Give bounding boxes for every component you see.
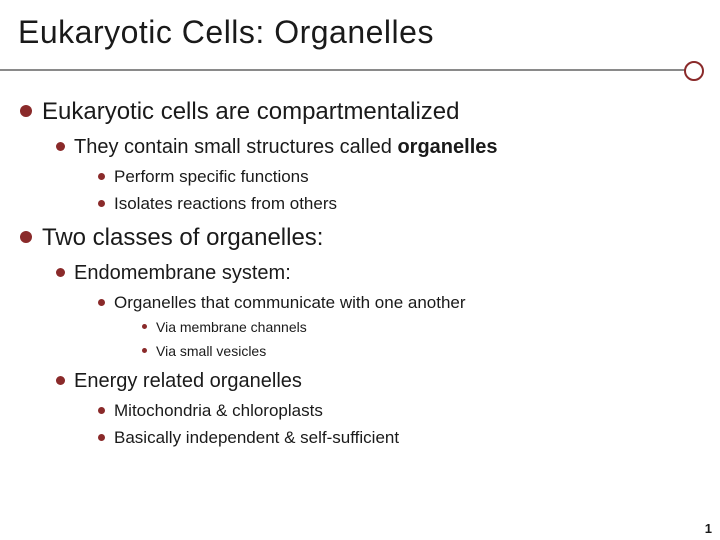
- title-block: Eukaryotic Cells: Organelles: [0, 0, 720, 51]
- bullet-l2: Organelles that communicate with one ano…: [74, 292, 710, 361]
- bullet-icon: [98, 173, 105, 180]
- bullet-text: Perform specific functions: [114, 167, 309, 186]
- bullet-l3: Via membrane channels: [114, 318, 710, 337]
- bullet-l2: Perform specific functions: [74, 166, 710, 187]
- bullet-text: Mitochondria & chloroplasts: [114, 401, 323, 420]
- bullet-text: Isolates reactions from others: [114, 194, 337, 213]
- bullet-text: Energy related organelles: [74, 370, 302, 392]
- text-bold: organelles: [397, 136, 497, 158]
- bullet-text: Eukaryotic cells are compartmentalized: [42, 98, 460, 125]
- bullet-text: Via membrane channels: [156, 319, 307, 335]
- bullet-icon: [56, 376, 65, 385]
- bullet-text: They contain small structures called org…: [74, 136, 498, 158]
- bullet-icon: [98, 434, 105, 441]
- bullet-l1: Endomembrane system: Organelles that com…: [42, 261, 710, 361]
- bullet-icon: [56, 268, 65, 277]
- bullet-icon: [56, 142, 65, 151]
- bullet-icon: [98, 299, 105, 306]
- bullet-l2: Basically independent & self-sufficient: [74, 427, 710, 448]
- bullet-icon: [20, 105, 32, 117]
- bullet-text: Via small vesicles: [156, 343, 266, 359]
- page-number: 1: [705, 521, 712, 536]
- bullet-l1: They contain small structures called org…: [42, 135, 710, 215]
- bullet-l1: Energy related organelles Mitochondria &…: [42, 369, 710, 449]
- bullet-l0: Two classes of organelles: Endomembrane …: [10, 223, 710, 449]
- bullet-icon: [98, 407, 105, 414]
- bullet-icon: [142, 348, 147, 353]
- divider-circle-icon: [684, 61, 704, 81]
- bullet-text: Organelles that communicate with one ano…: [114, 293, 466, 312]
- text-prefix: They contain small structures called: [74, 136, 397, 158]
- content-area: Eukaryotic cells are compartmentalized T…: [0, 81, 720, 448]
- divider-rule: [0, 69, 686, 71]
- bullet-icon: [98, 200, 105, 207]
- bullet-l2: Isolates reactions from others: [74, 193, 710, 214]
- bullet-text: Endomembrane system:: [74, 262, 291, 284]
- bullet-icon: [20, 231, 32, 243]
- slide-title: Eukaryotic Cells: Organelles: [18, 14, 720, 51]
- bullet-icon: [142, 324, 147, 329]
- bullet-l0: Eukaryotic cells are compartmentalized T…: [10, 97, 710, 215]
- bullet-text: Two classes of organelles:: [42, 224, 323, 251]
- bullet-l3: Via small vesicles: [114, 342, 710, 361]
- bullet-text: Basically independent & self-sufficient: [114, 428, 399, 447]
- title-divider: [0, 61, 720, 81]
- bullet-l2: Mitochondria & chloroplasts: [74, 400, 710, 421]
